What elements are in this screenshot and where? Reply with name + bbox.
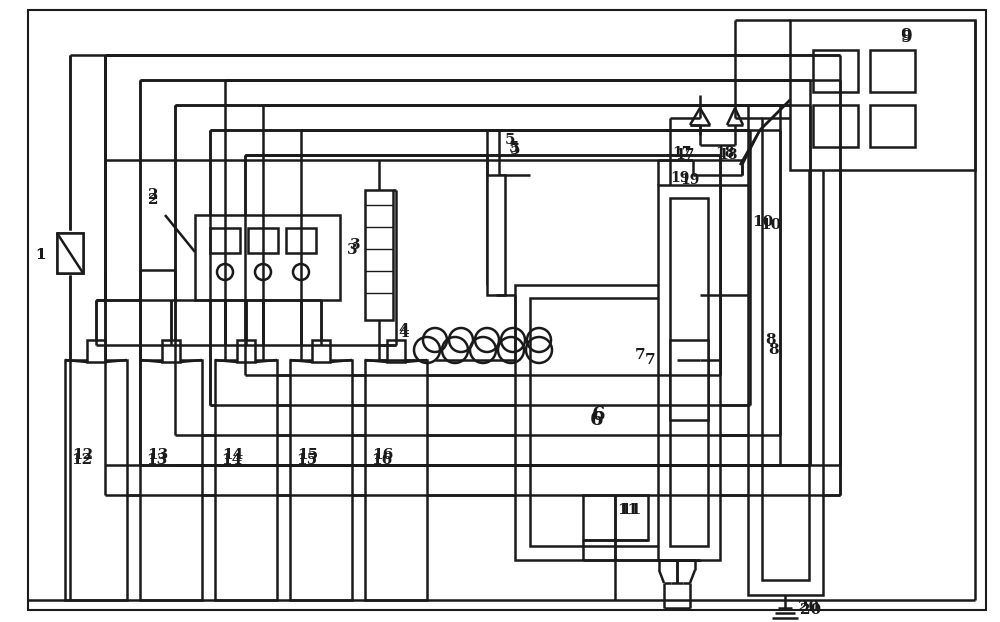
Bar bbox=[670, 340, 708, 420]
Text: 9: 9 bbox=[900, 29, 912, 47]
Text: 10: 10 bbox=[760, 218, 781, 232]
Text: 2: 2 bbox=[148, 193, 158, 207]
Text: 9: 9 bbox=[900, 27, 912, 44]
Text: 8: 8 bbox=[768, 343, 779, 357]
Bar bbox=[57, 233, 83, 273]
Bar bbox=[583, 495, 648, 540]
Bar bbox=[365, 360, 427, 600]
Text: 5: 5 bbox=[505, 133, 516, 147]
Text: 20: 20 bbox=[798, 600, 819, 614]
Bar bbox=[237, 340, 255, 362]
Bar bbox=[387, 340, 405, 362]
Bar bbox=[670, 198, 708, 546]
Bar bbox=[790, 20, 975, 170]
Text: 8: 8 bbox=[765, 333, 776, 347]
Text: 12: 12 bbox=[71, 453, 92, 467]
Text: 16: 16 bbox=[371, 453, 392, 467]
Text: 10: 10 bbox=[752, 215, 773, 229]
Text: 13: 13 bbox=[147, 448, 168, 462]
Text: 3: 3 bbox=[347, 243, 358, 257]
Text: 11: 11 bbox=[617, 503, 638, 517]
Bar bbox=[286, 228, 316, 253]
Bar bbox=[290, 360, 352, 600]
Bar bbox=[312, 340, 330, 362]
Bar bbox=[658, 185, 720, 560]
Text: 14: 14 bbox=[222, 448, 243, 462]
Text: 15: 15 bbox=[297, 448, 318, 462]
Bar bbox=[515, 285, 700, 560]
Text: 18: 18 bbox=[718, 148, 737, 162]
Text: 20: 20 bbox=[800, 603, 821, 617]
Bar bbox=[813, 50, 858, 92]
Bar bbox=[210, 228, 240, 253]
Bar bbox=[870, 105, 915, 147]
Text: 13: 13 bbox=[146, 453, 167, 467]
Text: 16: 16 bbox=[372, 448, 393, 462]
Bar bbox=[57, 233, 83, 273]
Text: 17: 17 bbox=[675, 148, 694, 162]
Bar bbox=[87, 340, 105, 362]
Text: 1: 1 bbox=[35, 248, 46, 262]
Text: 18: 18 bbox=[715, 146, 734, 160]
Text: 7: 7 bbox=[635, 348, 646, 362]
Text: 3: 3 bbox=[350, 238, 361, 252]
Text: 7: 7 bbox=[645, 353, 656, 367]
Text: 19: 19 bbox=[680, 173, 699, 187]
Bar bbox=[195, 215, 340, 300]
Text: 4: 4 bbox=[398, 323, 409, 337]
Text: 12: 12 bbox=[72, 448, 93, 462]
Bar bbox=[813, 105, 858, 147]
Text: 19: 19 bbox=[670, 171, 689, 185]
Bar bbox=[762, 118, 809, 580]
Bar bbox=[487, 175, 505, 295]
Bar bbox=[215, 360, 277, 600]
Bar bbox=[870, 50, 915, 92]
Text: 15: 15 bbox=[296, 453, 317, 467]
Text: 17: 17 bbox=[672, 146, 691, 160]
Text: 6: 6 bbox=[592, 406, 606, 424]
Text: 2: 2 bbox=[148, 188, 158, 202]
Bar bbox=[248, 228, 278, 253]
Bar bbox=[140, 360, 202, 600]
Text: 1: 1 bbox=[35, 248, 46, 262]
Bar bbox=[365, 190, 393, 320]
Text: 4: 4 bbox=[398, 326, 409, 340]
Bar bbox=[65, 360, 127, 600]
Text: 6: 6 bbox=[590, 411, 604, 429]
Text: 5: 5 bbox=[510, 143, 520, 157]
Bar bbox=[530, 298, 685, 546]
Bar bbox=[162, 340, 180, 362]
Text: 14: 14 bbox=[221, 453, 242, 467]
Text: 5: 5 bbox=[509, 141, 520, 155]
Bar bbox=[748, 105, 823, 595]
Text: 11: 11 bbox=[620, 503, 641, 517]
